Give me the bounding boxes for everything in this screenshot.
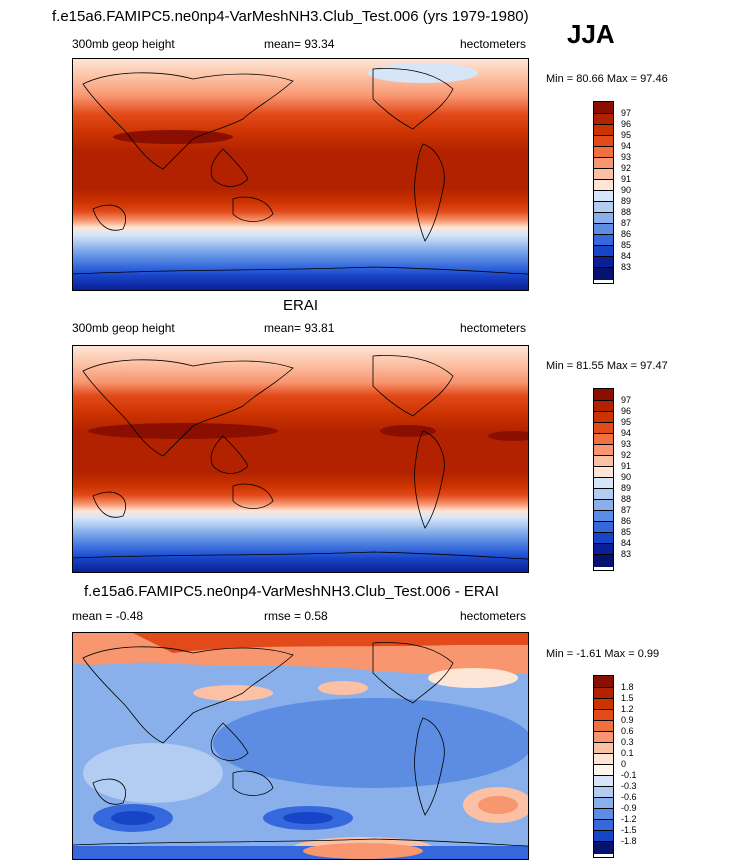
colorbar-tick: 0.3 bbox=[621, 737, 634, 747]
colorbar-tick: 93 bbox=[621, 439, 632, 449]
panel2-map bbox=[72, 345, 529, 573]
panel3-minmax: Min = -1.61 Max = 0.99 bbox=[546, 648, 660, 660]
panel3-rmse-label: rmse = 0.58 bbox=[264, 609, 328, 623]
season-label: JJA bbox=[567, 19, 615, 49]
colorbar-tick: 0.6 bbox=[621, 726, 634, 736]
figure-title: f.e15a6.FAMIPC5.ne0np4-VarMeshNH3.Club_T… bbox=[52, 8, 529, 25]
colorbar-tick: 91 bbox=[621, 461, 632, 471]
panel2-heading: ERAI bbox=[283, 297, 319, 314]
colorbar-tick: 1.8 bbox=[621, 682, 634, 692]
colorbar-tick: 91 bbox=[621, 174, 632, 184]
colorbar-tick: 87 bbox=[621, 505, 632, 515]
colorbar-tick: 97 bbox=[621, 395, 632, 405]
colorbar-tick: 84 bbox=[621, 251, 632, 261]
colorbar-tick: 85 bbox=[621, 527, 632, 537]
colorbar-tick: -0.6 bbox=[621, 792, 637, 802]
colorbar-tick: 88 bbox=[621, 494, 632, 504]
colorbar-tick: 92 bbox=[621, 450, 632, 460]
colorbar-tick: 0 bbox=[621, 759, 627, 769]
colorbar-tick: 94 bbox=[621, 428, 632, 438]
colorbar-tick: 93 bbox=[621, 152, 632, 162]
colorbar-tick: 87 bbox=[621, 218, 632, 228]
panel3-heading: f.e15a6.FAMIPC5.ne0np4-VarMeshNH3.Club_T… bbox=[84, 583, 499, 600]
colorbar-tick: -1.2 bbox=[621, 814, 637, 824]
panel3-units-label: hectometers bbox=[460, 609, 527, 623]
colorbar-tick: 89 bbox=[621, 483, 632, 493]
colorbar-tick: 85 bbox=[621, 240, 632, 250]
colorbar-tick: 1.5 bbox=[621, 693, 634, 703]
colorbar-tick: 83 bbox=[621, 262, 632, 272]
colorbar-tick: -0.1 bbox=[621, 770, 637, 780]
colorbar-tick: 94 bbox=[621, 141, 632, 151]
panel2-mean-label: mean= 93.81 bbox=[264, 321, 335, 335]
colorbar-tick: 92 bbox=[621, 163, 632, 173]
panel3-colorbar bbox=[593, 675, 614, 858]
panel2-variable-label: 300mb geop height bbox=[72, 321, 175, 335]
colorbar-tick: 95 bbox=[621, 130, 632, 140]
colorbar-tick: -1.8 bbox=[621, 836, 637, 846]
colorbar-tick: 97 bbox=[621, 108, 632, 118]
colorbar-tick: 90 bbox=[621, 185, 632, 195]
colorbar-tick: 0.9 bbox=[621, 715, 634, 725]
colorbar-tick: 89 bbox=[621, 196, 632, 206]
colorbar-tick: 96 bbox=[621, 119, 632, 129]
panel1-units-label: hectometers bbox=[460, 37, 527, 51]
colorbar-tick: -0.9 bbox=[621, 803, 637, 813]
panel1-minmax: Min = 80.66 Max = 97.46 bbox=[546, 73, 668, 85]
colorbar-tick: -1.5 bbox=[621, 825, 637, 835]
panel3-map bbox=[72, 632, 529, 860]
colorbar-tick: 88 bbox=[621, 207, 632, 217]
colorbar-tick: 95 bbox=[621, 417, 632, 427]
colorbar-tick: 83 bbox=[621, 549, 632, 559]
panel1-mean-label: mean= 93.34 bbox=[264, 37, 335, 51]
panel2-minmax: Min = 81.55 Max = 97.47 bbox=[546, 360, 668, 372]
colorbar-tick: 86 bbox=[621, 516, 632, 526]
colorbar-tick: 84 bbox=[621, 538, 632, 548]
panel2-units-label: hectometers bbox=[460, 321, 527, 335]
panel2-colorbar bbox=[593, 388, 614, 571]
colorbar-tick: 90 bbox=[621, 472, 632, 482]
colorbar-tick: 0.1 bbox=[621, 748, 634, 758]
panel1-colorbar bbox=[593, 101, 614, 284]
panel1-map bbox=[72, 58, 529, 291]
colorbar-tick: -0.3 bbox=[621, 781, 637, 791]
colorbar-tick: 96 bbox=[621, 406, 632, 416]
panel1-variable-label: 300mb geop height bbox=[72, 37, 175, 51]
colorbar-tick: 86 bbox=[621, 229, 632, 239]
colorbar-tick: 1.2 bbox=[621, 704, 634, 714]
panel3-mean-label: mean = -0.48 bbox=[72, 609, 144, 623]
